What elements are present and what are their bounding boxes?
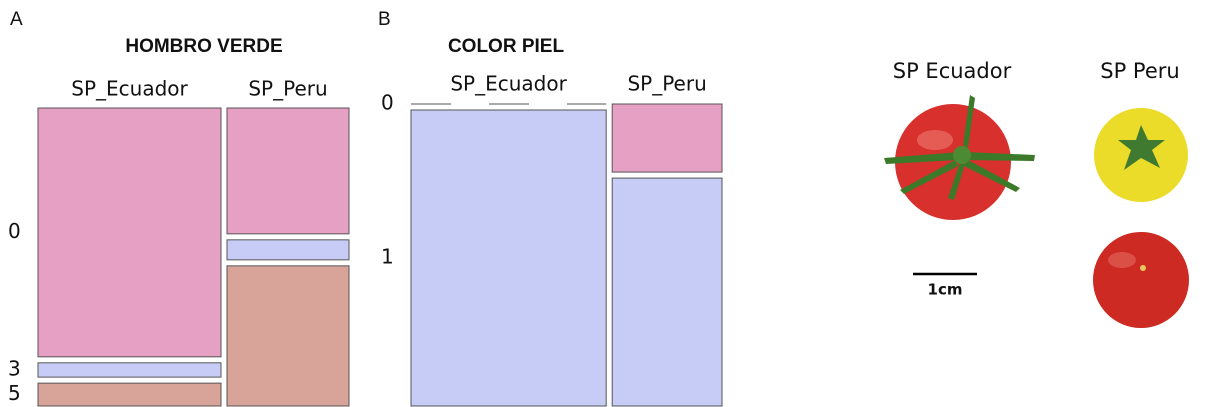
mosaic-cell (227, 266, 349, 406)
chart-title: COLOR PIEL (448, 36, 565, 57)
row-label: 0 (381, 91, 394, 115)
mosaic-cell (411, 110, 606, 406)
x-tick-label: SP_Peru (248, 77, 327, 101)
mosaic-cell (38, 383, 221, 406)
panel-letter: B (378, 9, 391, 30)
mosaic-panel: A HOMBRO VERDE SP_Ecuador 0 35 SP_Peru (8, 9, 349, 406)
tomato-peru-red (1093, 232, 1189, 328)
photo-panel: SP Ecuador SP Peru 1cm (884, 59, 1189, 328)
mosaic-cell (612, 104, 722, 172)
tomato-peru-yellow (1094, 108, 1188, 202)
row-label: 1 (381, 245, 394, 269)
x-tick-label: SP_Ecuador (450, 72, 567, 96)
scale-label: 1cm (928, 281, 963, 299)
chart-title: HOMBRO VERDE (125, 36, 282, 57)
mosaic-cell (38, 363, 221, 377)
mosaic-cell (612, 178, 722, 406)
mosaic-panel: B COLOR PIEL SP_Ecuador 0 1 SP_Peru (378, 9, 722, 406)
row-label: 0 (8, 219, 21, 243)
mosaic-cell (227, 240, 349, 260)
panel-letter: A (10, 9, 23, 30)
row-label: 3 (8, 356, 21, 380)
mosaic-cell (227, 108, 349, 234)
x-tick-label: SP_Peru (627, 72, 706, 96)
photo-label: SP Peru (1100, 59, 1179, 83)
tomato-ecuador (884, 95, 1035, 220)
row-label: 5 (8, 381, 21, 405)
photo-label: SP Ecuador (893, 59, 1012, 83)
figure: SP Ecuador SP Peru 1cm A HOMBRO VERDE SP_E… (0, 0, 1208, 407)
mosaic-cell (38, 108, 221, 357)
x-tick-label: SP_Ecuador (71, 77, 188, 101)
